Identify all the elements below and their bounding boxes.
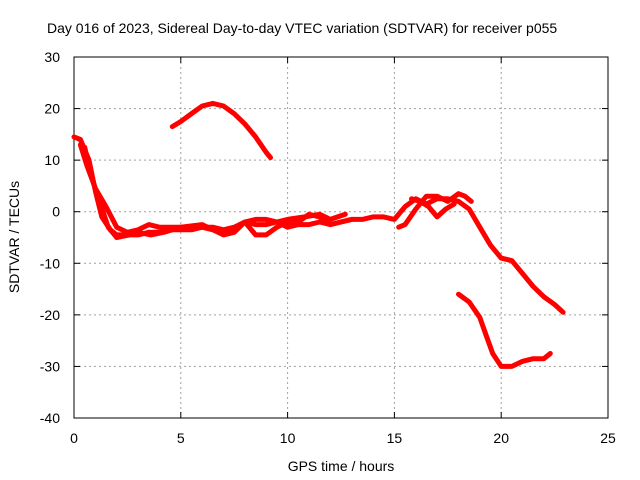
x-tick-label: 20: [493, 430, 509, 446]
y-tick-label: -20: [40, 307, 60, 323]
series-line-track-4: [169, 100, 273, 161]
x-tick-label: 5: [177, 430, 185, 446]
plot-frame: [73, 56, 609, 419]
y-tick-label: 10: [44, 152, 60, 168]
y-tick-label: -30: [40, 358, 60, 374]
y-tick-label: 20: [44, 101, 60, 117]
y-axis-title: SDTVAR / TECUs: [6, 181, 22, 293]
axis-ticks: 0 5 10 15 20 25 -40 -30 -20 -10 0 10 20 30: [40, 49, 616, 446]
series-line-track-7: [456, 291, 553, 369]
series-line-track-2: [77, 142, 355, 238]
x-axis-title: GPS time / hours: [288, 458, 395, 474]
grid-lines: [74, 57, 608, 418]
y-tick-label: -10: [40, 255, 60, 271]
x-tick-label: 10: [280, 430, 296, 446]
series-line-track-3: [82, 144, 348, 240]
x-tick-label: 0: [70, 430, 78, 446]
y-tick-label: -40: [40, 410, 60, 426]
y-tick-label: 30: [44, 49, 60, 65]
x-tick-label: 25: [600, 430, 616, 446]
y-tick-label: 0: [52, 204, 60, 220]
series-line-track-6: [409, 196, 457, 220]
x-tick-label: 15: [387, 430, 403, 446]
series-group: [71, 100, 566, 369]
chart-title: Day 016 of 2023, Sidereal Day-to-day VTE…: [47, 20, 557, 36]
series-line-track-5: [396, 191, 474, 230]
